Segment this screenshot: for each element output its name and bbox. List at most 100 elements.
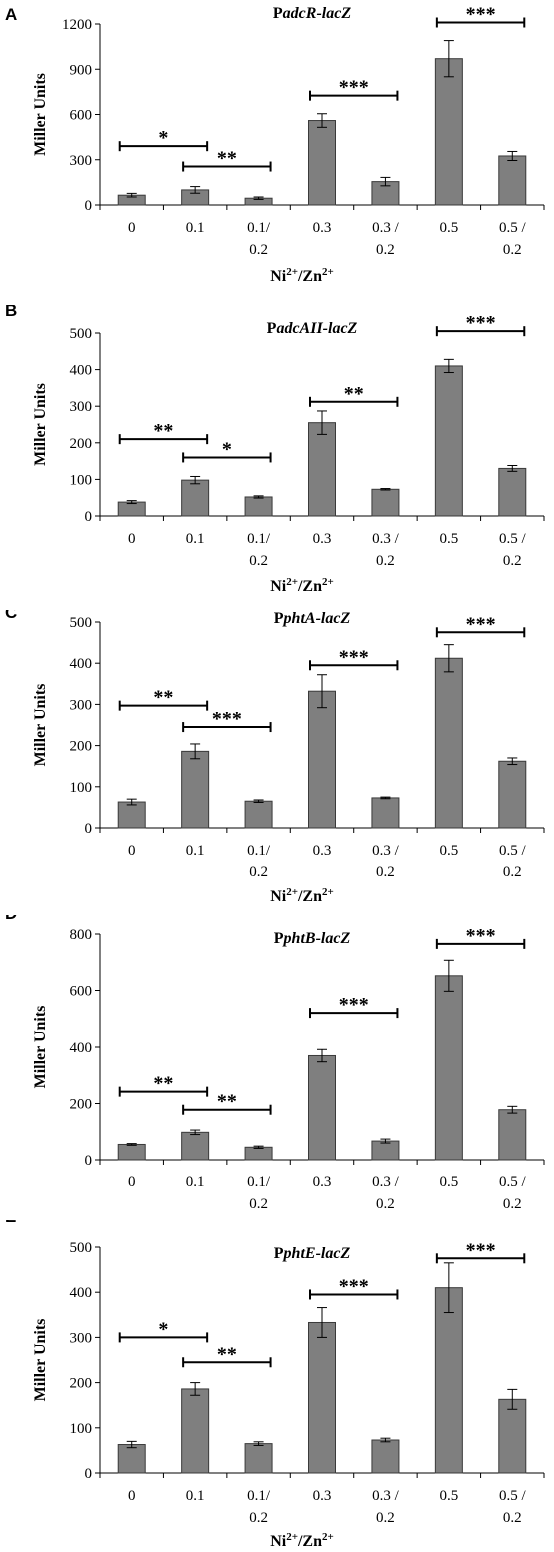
y-tick-label: 400 [70,1285,93,1301]
bar [371,1439,400,1474]
y-tick-label: 300 [70,1330,93,1346]
x-tick-label: 0.2 [503,1196,522,1212]
chart-panel-b: B PadcAII-lacZ 0 100 200 300 400 500 Miller Unit… [5,305,545,595]
x-tick-label: 0.1/ [247,1488,271,1504]
x-tick-label: 0.3 / [372,220,400,236]
bar [181,479,210,517]
bar [434,58,463,206]
x-tick-label: 0.3 [313,843,332,859]
x-tick-label: 0.5 [439,531,458,547]
y-tick-label: 200 [70,1376,93,1392]
y-tick-label: 300 [70,153,93,169]
x-axis-label: Ni2+/Zn2+ [270,886,334,905]
x-tick-label: 0.1/ [247,1174,271,1190]
x-tick-label: 0.5 / [499,220,527,236]
bar [244,800,273,829]
panel-letter: C [5,610,17,622]
x-tick-label: 0.3 / [372,1174,400,1190]
x-tick-label: 0.1/ [247,531,271,547]
bar [244,496,273,517]
chart-title: PphtA-lacZ [274,610,351,627]
bar [181,1131,210,1161]
x-tick-label: 0.3 [313,220,332,236]
bar [308,1054,336,1161]
y-tick-label: 200 [70,739,93,755]
y-tick-label: 0 [85,1153,93,1169]
y-tick-label: 0 [85,198,93,214]
chart-title-gene: adcAII-lacZ [276,320,357,337]
x-tick-label: 0.2 [376,864,395,880]
y-tick-label: 300 [70,399,93,415]
significance-label: ** [153,687,173,709]
bar [244,1443,273,1474]
bar [308,1321,336,1474]
y-tick-label: 500 [70,1240,93,1256]
y-tick-label: 0 [85,509,93,525]
chart-title: PadcR-lacZ [273,5,351,22]
x-tick-label: 0.5 / [499,1174,527,1190]
bar [434,657,463,829]
significance-label: * [158,127,168,149]
x-tick-label: 0.1 [186,220,205,236]
panel-letter: B [5,305,17,320]
x-tick-label: 0.2 [249,553,268,569]
x-tick-label: 0.2 [249,864,268,880]
x-tick-label: 0 [128,531,136,547]
y-tick-label: 300 [70,697,93,713]
bar [308,422,336,517]
x-tick-label: 0.3 [313,1174,332,1190]
y-tick-label: 200 [70,1097,93,1113]
bar [434,365,463,517]
panel-letter: A [5,5,17,24]
x-tick-label: 0.2 [249,242,268,258]
x-tick-label: 0.5 [439,843,458,859]
y-tick-label: 1200 [62,17,92,33]
x-tick-label: 0.2 [503,242,522,258]
x-axis-label: Ni2+/Zn2+ [270,576,334,595]
panel-letter: E [5,1220,16,1226]
significance-label: ** [217,148,237,170]
x-tick-label: 0.1 [186,531,205,547]
x-tick-label: 0.3 / [372,843,400,859]
x-tick-label: 0.1 [186,843,205,859]
bar [498,760,527,829]
bar [498,467,527,517]
bar [308,690,336,829]
x-tick-label: 0.2 [376,553,395,569]
chart-title-prefix: P [274,930,284,947]
chart-panel-e: E PphtE-lacZ 0 100 200 300 400 500 Miller Units N… [5,1220,545,1550]
x-tick-label: 0.2 [503,1510,522,1526]
y-tick-label: 500 [70,326,93,342]
significance-label: *** [212,708,242,730]
y-axis-label: Miller Units [32,73,49,156]
y-tick-label: 100 [70,780,93,796]
y-axis-label: Miller Units [32,1006,49,1089]
chart-title-prefix: P [274,1245,284,1262]
y-tick-label: 0 [85,1466,93,1482]
significance-label: * [158,1318,168,1340]
y-tick-label: 100 [70,1421,93,1437]
x-tick-label: 0.5 [439,1488,458,1504]
bar [181,750,210,829]
bar [117,501,146,517]
x-axis-label: Ni2+/Zn2+ [270,1531,334,1550]
chart-title-prefix: P [273,5,283,22]
chart-panel-a: A PadcR-lacZ 0 300 600 900 1200 Miller Units Ni2… [5,3,545,285]
x-tick-label: 0.3 [313,1488,332,1504]
chart-title-gene: phtE-lacZ [282,1245,351,1262]
significance-label: *** [466,312,496,334]
chart-panel-c: C PphtA-lacZ 0 100 200 300 400 500 Miller Units N… [5,610,545,905]
x-tick-label: 0.3 / [372,531,400,547]
x-tick-label: 0.5 / [499,843,527,859]
bar [498,155,527,206]
bar [434,1287,463,1474]
significance-label: *** [466,1239,496,1261]
bar [244,1146,273,1161]
chart-title-prefix: P [267,320,277,337]
significance-label: * [222,438,232,460]
y-tick-label: 500 [70,615,93,631]
significance-label: *** [466,613,496,635]
x-tick-label: 0.2 [503,864,522,880]
significance-label: ** [153,420,173,442]
x-tick-label: 0.2 [376,1196,395,1212]
